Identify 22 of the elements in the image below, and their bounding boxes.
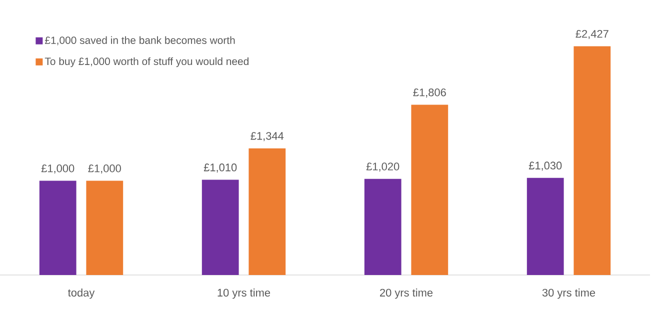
data-label: £1,030 xyxy=(528,162,562,171)
bar xyxy=(202,180,239,275)
bar xyxy=(364,178,402,275)
data-label: £2,427 xyxy=(576,30,608,40)
bar xyxy=(411,104,448,275)
x-tick-label: today xyxy=(68,288,95,299)
bar xyxy=(526,178,564,275)
x-tick-label: 30 yrs time xyxy=(542,288,596,299)
x-tick-label: 10 yrs time xyxy=(218,288,270,299)
data-label: £1,000 xyxy=(41,164,74,174)
bar xyxy=(39,180,76,275)
bar xyxy=(86,180,124,275)
data-label: £1,000 xyxy=(88,164,121,174)
legend-label: To buy £1,000 worth of stuff you would need xyxy=(44,57,248,68)
data-label: £1,020 xyxy=(366,162,400,172)
data-label: £1,806 xyxy=(413,88,446,98)
x-tick-label: 20 yrs time xyxy=(380,288,433,299)
data-label: £1,344 xyxy=(250,132,284,142)
bar xyxy=(574,46,611,275)
data-label: £1,010 xyxy=(204,164,237,173)
bar xyxy=(248,148,286,275)
legend-label: £1,000 saved in the bank becomes worth xyxy=(44,36,235,46)
